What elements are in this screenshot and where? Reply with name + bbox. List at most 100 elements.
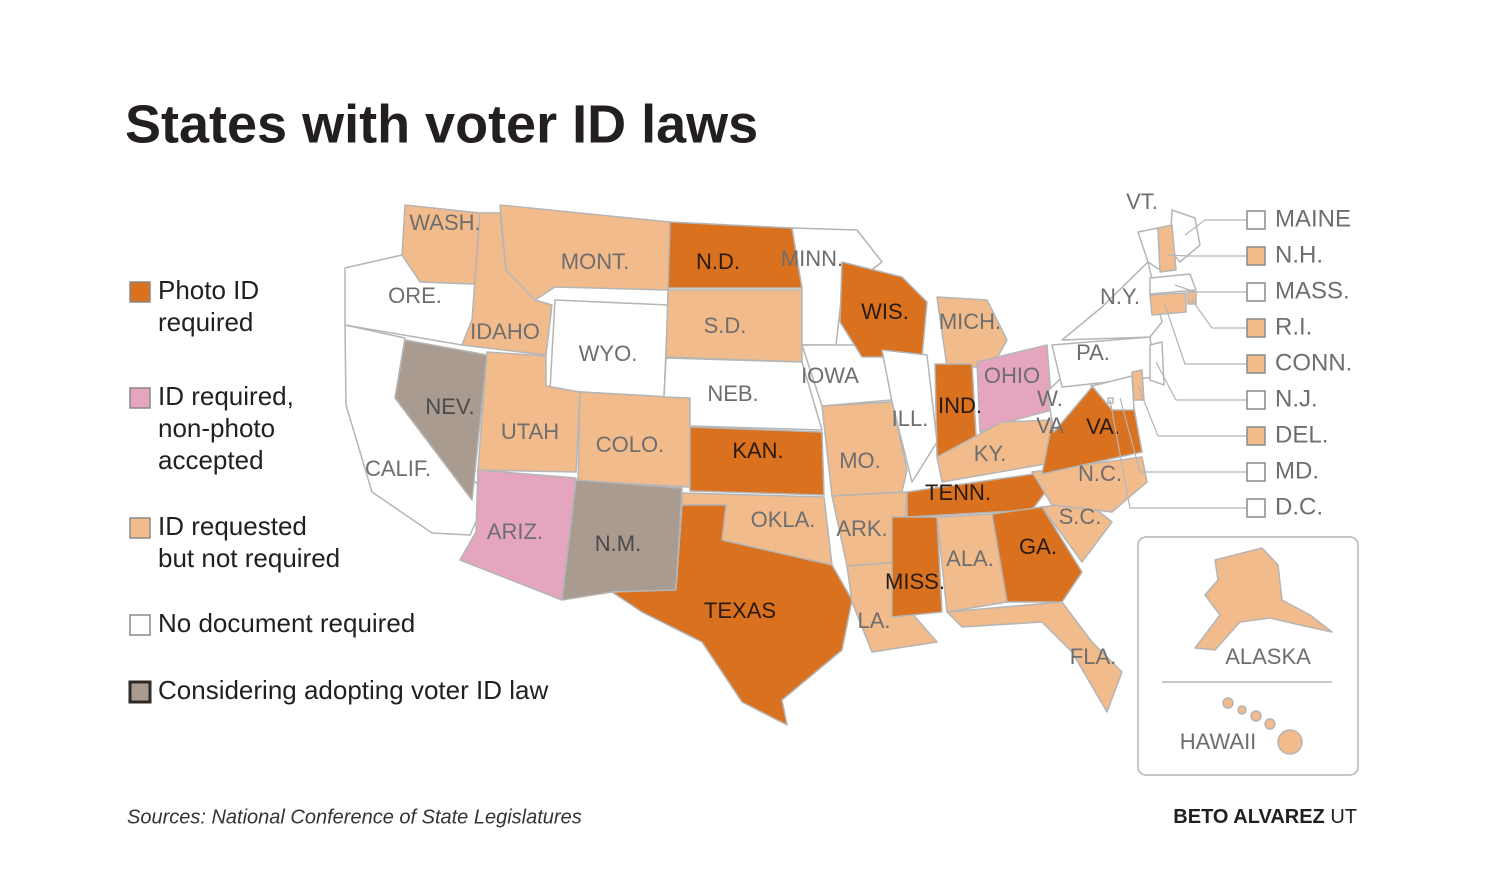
state-label: MONT. xyxy=(561,249,629,274)
small-state-label: MASS. xyxy=(1275,277,1350,304)
state-shape xyxy=(891,516,943,618)
small-state-shape xyxy=(1157,224,1177,273)
hawaii-island xyxy=(1222,697,1234,709)
small-state-shape xyxy=(1149,292,1187,316)
small-state-label: R.I. xyxy=(1275,313,1312,340)
state-label: N.D. xyxy=(696,249,740,274)
state-label: KAN. xyxy=(732,438,783,463)
legend-label: but not required xyxy=(158,543,340,573)
small-state-swatch xyxy=(1246,282,1266,302)
state-label: OHIO xyxy=(984,363,1040,388)
small-state-swatch xyxy=(1246,390,1266,410)
state-label: VT. xyxy=(1126,189,1158,214)
small-state-label: N.H. xyxy=(1275,241,1323,268)
small-state-label: DEL. xyxy=(1275,421,1328,448)
state-label: N.C. xyxy=(1078,461,1122,486)
labels-layer: WASH. ORE. CALIF. NEV. IDAHO MONT. WYO. UTAH COL… xyxy=(128,189,1352,754)
alaska-shape xyxy=(1194,547,1333,651)
state-label: IDAHO xyxy=(470,319,540,344)
state-label: ALA. xyxy=(946,546,994,571)
state-shape xyxy=(1031,456,1148,513)
small-state-swatch xyxy=(1246,318,1266,338)
state-label: UTAH xyxy=(501,419,559,444)
leader-line xyxy=(1164,304,1247,365)
credit-name: BETO ALVAREZ xyxy=(1173,806,1324,828)
hawaii-island xyxy=(1277,729,1303,755)
small-state-label: MAINE xyxy=(1275,205,1351,232)
legend-label: ID required, xyxy=(158,381,294,411)
state-label: W. xyxy=(1037,386,1063,411)
state-label: WIS. xyxy=(861,299,909,324)
small-state-label: MD. xyxy=(1275,457,1319,484)
legend-label: No document required xyxy=(158,608,415,638)
state-shape xyxy=(821,401,908,497)
state-shape xyxy=(611,504,853,726)
leader-line xyxy=(1137,385,1247,437)
state-shape xyxy=(881,349,938,483)
credit-agency: UT xyxy=(1330,806,1357,828)
state-shape xyxy=(663,357,823,431)
state-label: KY. xyxy=(974,441,1007,466)
state-shape xyxy=(791,227,883,346)
state-shape xyxy=(976,344,1053,433)
state-label: TEXAS xyxy=(704,598,776,623)
small-state-swatch xyxy=(1246,354,1266,374)
small-state-shape xyxy=(1187,291,1197,305)
state-shape xyxy=(946,601,1123,713)
small-state-swatch xyxy=(1246,246,1266,266)
legend-swatch xyxy=(129,281,151,303)
legend-swatch xyxy=(129,614,151,636)
state-label: FLA. xyxy=(1070,644,1116,669)
state-label: ARK. xyxy=(836,516,887,541)
small-state-label: N.J. xyxy=(1275,385,1318,412)
legend-label: required xyxy=(158,307,253,337)
hawaii-label: HAWAII xyxy=(1180,729,1257,754)
alaska-label: ALASKA xyxy=(1225,644,1311,669)
leader-line xyxy=(1109,399,1247,509)
legend-label: accepted xyxy=(158,445,264,475)
small-state-swatch xyxy=(1246,426,1266,446)
small-state-swatch xyxy=(1246,462,1266,482)
leader-line xyxy=(1119,397,1247,473)
state-label: NEV. xyxy=(425,394,474,419)
state-label: TENN. xyxy=(925,480,991,505)
state-label: MO. xyxy=(839,448,881,473)
leader-line xyxy=(1167,254,1247,257)
states-layer xyxy=(344,204,1333,755)
state-label: IOWA xyxy=(801,363,859,388)
legend-swatch xyxy=(128,680,152,704)
legend-label: Considering adopting voter ID law xyxy=(158,675,548,705)
state-label: S.D. xyxy=(704,313,747,338)
small-state-shape xyxy=(1091,375,1135,411)
state-label: MICH. xyxy=(939,309,1001,334)
small-state-swatch xyxy=(1246,498,1266,518)
state-label: NEB. xyxy=(707,381,758,406)
hawaii-island xyxy=(1264,718,1276,730)
small-state-swatch xyxy=(1246,210,1266,230)
state-label: VA xyxy=(1036,413,1064,438)
hawaii-island xyxy=(1250,710,1262,722)
leader-line xyxy=(1174,284,1247,293)
legend-label: non-photo xyxy=(158,413,275,443)
state-label: WYO. xyxy=(579,341,638,366)
state-label: ARIZ. xyxy=(487,519,543,544)
state-label: ILL. xyxy=(892,406,929,431)
legend-label: Photo ID xyxy=(158,275,259,305)
state-label: GA. xyxy=(1019,534,1057,559)
state-label: COLO. xyxy=(596,432,664,457)
state-shape xyxy=(991,506,1083,603)
leader-line xyxy=(1155,361,1247,401)
small-state-label: D.C. xyxy=(1275,493,1323,520)
state-shape xyxy=(936,296,1008,368)
credit: BETO ALVAREZ UT xyxy=(1173,806,1357,828)
state-label: S.C. xyxy=(1059,504,1102,529)
state-label: WASH. xyxy=(409,210,480,235)
state-label: PA. xyxy=(1076,340,1110,365)
state-label: N.Y. xyxy=(1100,284,1140,309)
state-label: IND. xyxy=(938,393,982,418)
leader-line xyxy=(1191,299,1247,329)
hawaii-island xyxy=(1237,705,1247,715)
legend-swatch xyxy=(129,517,151,539)
source: Sources: National Conference of State Le… xyxy=(127,806,582,828)
